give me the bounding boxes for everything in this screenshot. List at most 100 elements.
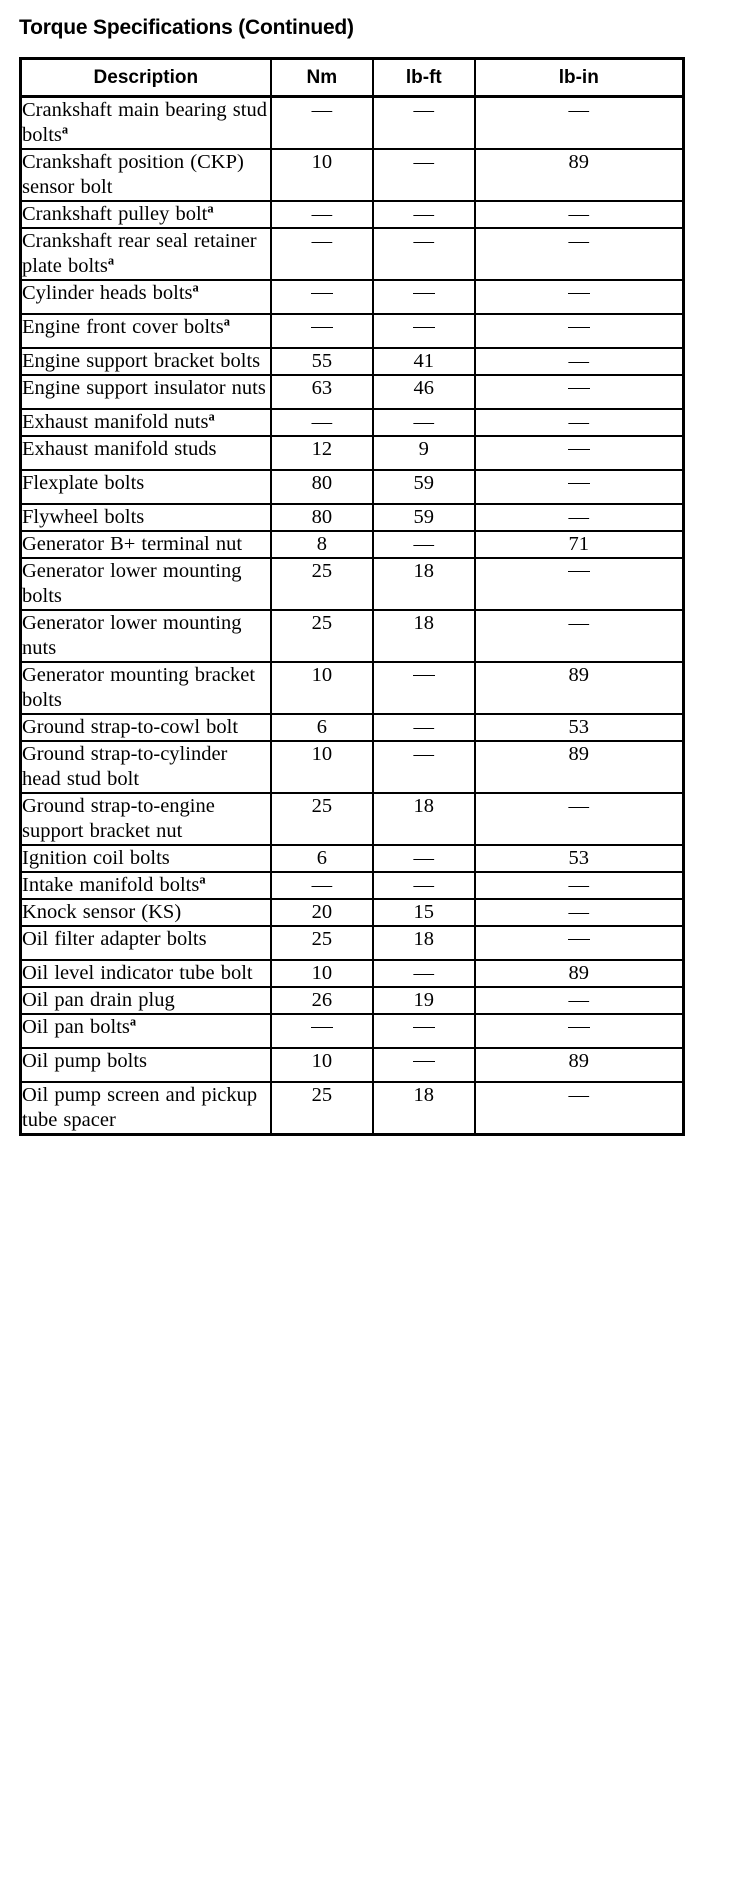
- cell-lb-ft: —: [372, 740, 476, 794]
- cell-lb-ft: 19: [372, 986, 476, 1015]
- table-row: Crankshaft position (CKP) sensor bolt 10 —…: [19, 148, 685, 202]
- table-row: Flexplate bolts 80 59: [19, 469, 685, 505]
- cell-lb-in: —: [473, 609, 685, 663]
- cell-lb-in: 89: [473, 959, 685, 988]
- value-dash-icon: —: [568, 230, 590, 252]
- value-dash-icon: —: [568, 99, 590, 121]
- column-header-description: Description: [19, 57, 272, 98]
- description-text: Crankshaft main bearing stud bolts: [22, 99, 267, 146]
- cell-description: Flywheel bolts: [19, 503, 272, 532]
- table-row: Intake manifold boltsa — — —: [19, 871, 685, 900]
- value-dash-icon: —: [413, 874, 435, 896]
- cell-nm: —: [269, 871, 375, 900]
- cell-description: Crankshaft pulley bolta: [19, 200, 272, 229]
- description-text: Generator lower mounting nuts: [22, 612, 242, 659]
- footnote-marker: a: [61, 122, 69, 137]
- cell-lb-ft: —: [372, 95, 476, 150]
- table-row: Exhaust manifold nutsa — — —: [19, 408, 685, 437]
- value-dash-icon: —: [568, 901, 590, 923]
- cell-description: Generator lower mounting bolts: [19, 557, 272, 611]
- cell-description: Engine front cover boltsa: [19, 313, 272, 349]
- value-dash-icon: —: [568, 874, 590, 896]
- value-dash-icon: —: [311, 411, 333, 433]
- value-dash-icon: —: [568, 411, 590, 433]
- description-text: Engine support bracket bolts: [22, 350, 261, 372]
- table-row: Flywheel bolts 80 59 —: [19, 503, 685, 532]
- value-dash-icon: —: [413, 847, 435, 869]
- description-text: Oil pan bolts: [22, 1016, 130, 1038]
- cell-lb-in: 89: [473, 148, 685, 202]
- cell-lb-ft: —: [372, 200, 476, 229]
- cell-description: Cylinder heads boltsa: [19, 279, 272, 315]
- cell-nm: [269, 1013, 375, 1049]
- value-dash-icon: —: [413, 962, 435, 984]
- torque-specifications-table: Description Nm lb-ft lb-in Crankshaft ma…: [19, 57, 685, 1136]
- value-dash-icon: [412, 315, 435, 340]
- cell-lb-in: [473, 925, 685, 961]
- cell-description: Oil pan drain plug: [19, 986, 272, 1015]
- cell-description: Crankshaft rear seal retainer plate bolt…: [19, 227, 272, 281]
- table-row: Ground strap-to-engine support bracket n…: [19, 792, 685, 846]
- cell-lb-in: [473, 435, 685, 471]
- value-dash-icon: [567, 437, 590, 462]
- value-dash-icon: —: [568, 612, 590, 634]
- value-dash-icon: —: [413, 716, 435, 738]
- value-dash-icon: —: [311, 230, 333, 252]
- description-text: Cylinder heads bolts: [22, 282, 193, 304]
- cell-nm: —: [269, 200, 375, 229]
- cell-description: Oil pump screen and pickup tube spacer: [19, 1081, 272, 1136]
- value-dash-icon: [567, 376, 590, 401]
- table-row: Oil pan drain plug 26 19 —: [19, 986, 685, 1015]
- description-text: Flexplate bolts: [22, 472, 145, 494]
- cell-description: Flexplate bolts: [19, 469, 272, 505]
- value-dash-icon: [310, 281, 333, 306]
- table-header-row: Description Nm lb-ft lb-in: [19, 57, 685, 98]
- cell-lb-ft: —: [372, 408, 476, 437]
- description-text: Oil filter adapter bolts: [22, 928, 207, 950]
- cell-nm: 10: [269, 740, 375, 794]
- description-text: Intake manifold bolts: [22, 874, 200, 896]
- cell-description: Ground strap-to-cylinder head stud bolt: [19, 740, 272, 794]
- cell-nm: 10: [269, 959, 375, 988]
- description-text: Generator mounting bracket bolts: [22, 664, 256, 711]
- cell-lb-ft: —: [372, 530, 476, 559]
- description-text: Oil level indicator tube bolt: [22, 962, 253, 984]
- cell-lb-ft: [372, 1013, 476, 1049]
- cell-description: Oil filter adapter bolts: [19, 925, 272, 961]
- cell-nm: 6: [269, 844, 375, 873]
- table-row: Oil pan boltsa: [19, 1013, 685, 1049]
- table-row: Engine support bracket bolts 55 41 —: [19, 347, 685, 376]
- cell-nm: [269, 279, 375, 315]
- value-dash-icon: —: [568, 350, 590, 372]
- cell-lb-in: —: [473, 898, 685, 927]
- value-dash-icon: —: [568, 989, 590, 1011]
- description-text: Ignition coil bolts: [22, 847, 170, 869]
- cell-lb-in: —: [473, 986, 685, 1015]
- cell-lb-in: 71: [473, 530, 685, 559]
- value-dash-icon: [567, 281, 590, 306]
- cell-lb-in: 53: [473, 844, 685, 873]
- cell-nm: 10: [269, 148, 375, 202]
- cell-lb-in: —: [473, 871, 685, 900]
- cell-lb-in: —: [473, 95, 685, 150]
- value-dash-icon: —: [413, 151, 435, 173]
- value-dash-icon: [412, 1049, 435, 1074]
- cell-nm: 25: [269, 925, 375, 961]
- cell-lb-ft: 18: [372, 557, 476, 611]
- description-text: Knock sensor (KS): [22, 901, 182, 923]
- cell-lb-in: [473, 1013, 685, 1049]
- description-text: Engine front cover bolts: [22, 316, 224, 338]
- cell-lb-ft: —: [372, 959, 476, 988]
- cell-lb-ft: [372, 1047, 476, 1083]
- cell-description: Generator lower mounting nuts: [19, 609, 272, 663]
- cell-lb-ft: [372, 313, 476, 349]
- description-text: Crankshaft rear seal retainer plate bolt…: [22, 230, 257, 277]
- table-row: Generator B+ terminal nut 8 — 71: [19, 530, 685, 559]
- column-header-nm: Nm: [269, 57, 375, 98]
- description-text: Crankshaft position (CKP) sensor bolt: [22, 151, 244, 198]
- description-text: Crankshaft pulley bolt: [22, 203, 208, 225]
- cell-lb-ft: 18: [372, 792, 476, 846]
- column-header-lb-in: lb-in: [473, 57, 685, 98]
- value-dash-icon: [567, 927, 590, 952]
- cell-description: Exhaust manifold studs: [19, 435, 272, 471]
